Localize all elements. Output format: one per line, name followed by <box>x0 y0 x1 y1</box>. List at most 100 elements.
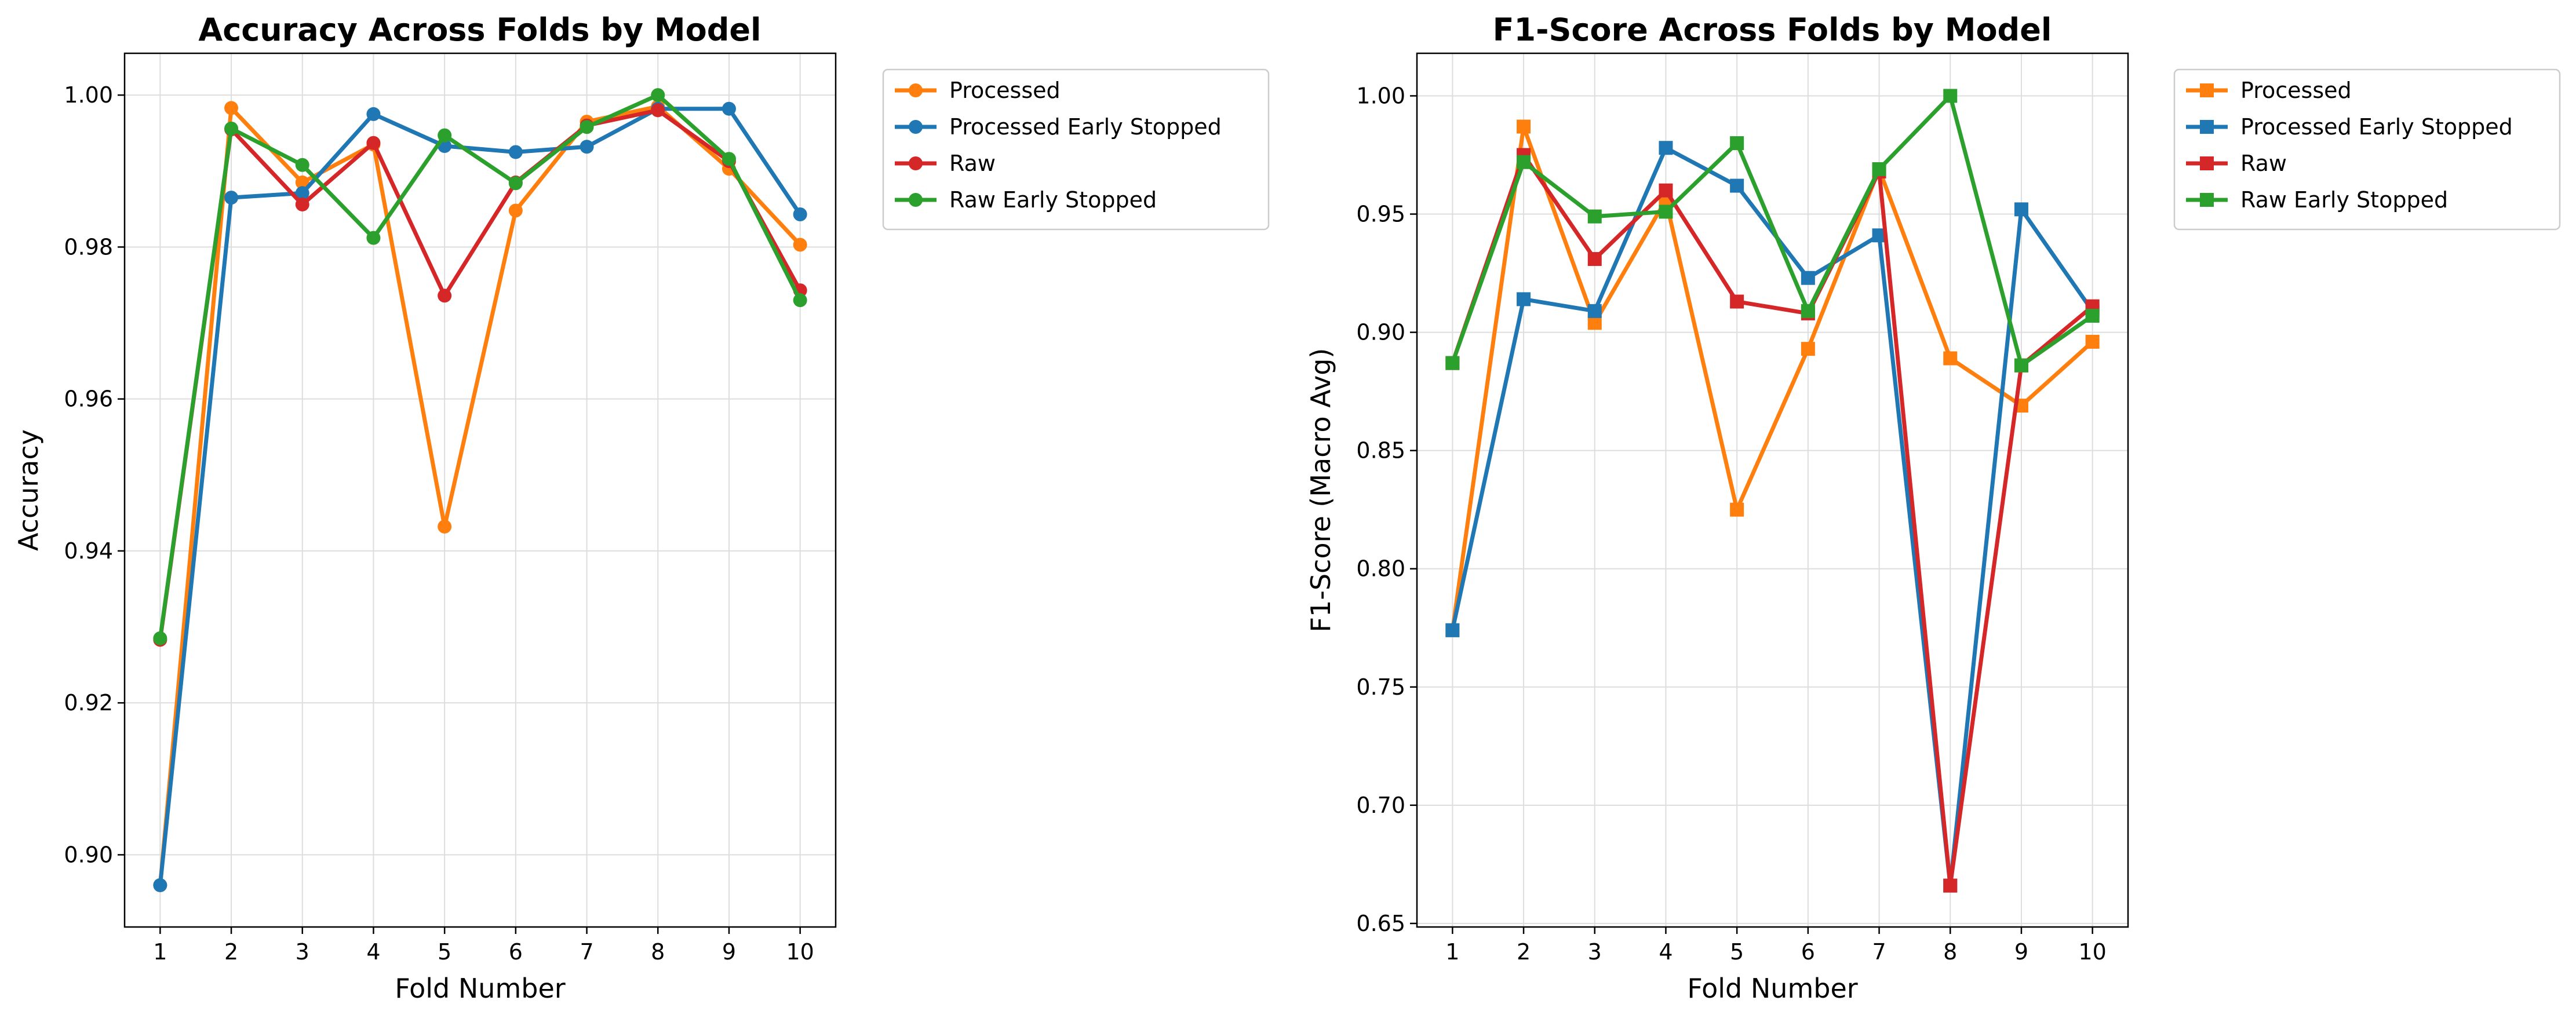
data-point <box>1943 351 1958 366</box>
series-raw-early-stopped <box>153 88 807 645</box>
x-axis-label: Fold Number <box>395 973 565 1004</box>
x-tick-label: 1 <box>1445 939 1459 965</box>
data-point <box>295 197 309 211</box>
legend-item: Processed Early Stopped <box>2186 114 2513 140</box>
x-tick-label: 10 <box>786 939 814 965</box>
data-point <box>438 519 452 534</box>
x-tick-label: 6 <box>509 939 523 965</box>
data-point <box>224 191 239 205</box>
series-raw-early-stopped <box>1445 89 2100 373</box>
data-point <box>793 207 807 221</box>
data-point <box>1801 271 1815 285</box>
x-tick-label: 2 <box>224 939 238 965</box>
data-point <box>508 176 523 191</box>
series-processed <box>153 99 807 892</box>
legend-marker <box>909 156 923 170</box>
legend: Processed Processed Early Stopped Raw Raw E… <box>882 68 1270 231</box>
x-tick-label: 5 <box>438 939 451 965</box>
data-point <box>295 158 309 172</box>
series-line <box>158 93 802 639</box>
data-point <box>2014 358 2028 373</box>
y-axis-label: Accuracy <box>13 429 44 551</box>
y-tick-label: 0.94 <box>64 538 113 564</box>
series-line <box>158 104 802 886</box>
data-point <box>366 107 381 121</box>
series-processed <box>1445 119 2100 637</box>
gridlines <box>1417 53 2128 927</box>
y-tick-label: 0.92 <box>64 690 113 716</box>
data-point <box>1730 178 1744 193</box>
x-tick-label: 4 <box>366 939 380 965</box>
data-point <box>1587 209 1602 224</box>
legend-marker <box>2200 156 2214 170</box>
y-tick-label: 0.65 <box>1356 911 1405 936</box>
y-tick-label: 0.85 <box>1356 438 1405 463</box>
data-point <box>508 145 523 159</box>
x-tick-label: 2 <box>1517 939 1531 965</box>
data-point <box>1587 252 1602 267</box>
legend-label: Raw <box>949 151 996 176</box>
f1-score-chart: 0.65 0.70 0.75 0.80 0.85 0.90 0.95 1.00 1 2 3 4 5 6 7 8… <box>1305 12 2561 1004</box>
y-tick-label: 0.95 <box>1356 202 1405 227</box>
data-point <box>2014 202 2028 217</box>
gridlines <box>125 53 836 927</box>
x-tick-label: 3 <box>296 939 309 965</box>
series-raw <box>1445 148 2100 893</box>
data-point <box>438 128 452 143</box>
x-axis-label: Fold Number <box>1687 973 1857 1004</box>
series-line <box>158 108 802 640</box>
data-point <box>438 289 452 303</box>
data-point <box>295 175 309 189</box>
legend-item: Raw Early Stopped <box>895 187 1157 213</box>
data-point <box>1517 155 1531 169</box>
plot-frame <box>1416 52 2129 928</box>
legend-item: Raw <box>895 151 996 176</box>
series-line <box>1451 93 2094 368</box>
legend-frame <box>2173 68 2561 231</box>
data-point <box>1730 502 1744 517</box>
data-point <box>1659 205 1673 219</box>
data-point <box>508 203 523 218</box>
y-tick-label: 0.96 <box>64 386 113 412</box>
data-point <box>1801 342 1815 356</box>
legend-label: Processed Early Stopped <box>949 114 1222 140</box>
x-tick-label: 5 <box>1730 939 1744 965</box>
data-point <box>1445 623 1460 637</box>
x-tick-label: 7 <box>580 939 593 965</box>
series-processed-early-stopped <box>153 101 807 892</box>
legend-item: Processed Early Stopped <box>895 114 1222 140</box>
data-point <box>1445 356 1460 370</box>
legend-item: Processed <box>2186 78 2352 103</box>
x-tick-label: 4 <box>1659 939 1673 965</box>
y-tick-label: 0.90 <box>1356 320 1405 345</box>
legend-frame <box>882 68 1270 231</box>
y-tick-label: 1.00 <box>1356 83 1405 108</box>
data-point <box>1517 292 1531 306</box>
data-point <box>651 88 665 103</box>
data-point <box>580 120 594 134</box>
data-point <box>366 231 381 245</box>
series-line <box>1451 152 2094 888</box>
legend-label: Raw <box>2240 151 2287 176</box>
data-point <box>722 101 736 116</box>
y-axis-label: F1-Score (Macro Avg) <box>1305 348 1336 633</box>
data-point <box>1943 89 1958 103</box>
y-tick-label: 0.75 <box>1356 674 1405 700</box>
legend-marker <box>2200 83 2214 97</box>
y-tick-label: 0.98 <box>64 234 113 260</box>
data-point <box>1517 119 1531 134</box>
x-tick-label: 10 <box>2078 939 2106 965</box>
legend-marker <box>2200 193 2214 207</box>
x-tick-label: 9 <box>2014 939 2028 965</box>
legend-item: Processed <box>895 78 1061 103</box>
y-tick-label: 1.00 <box>64 82 113 108</box>
data-point <box>224 101 239 115</box>
legend-label: Raw Early Stopped <box>949 187 1157 213</box>
x-tick-label: 8 <box>651 939 665 965</box>
x-tick-label: 9 <box>722 939 736 965</box>
series-line <box>1450 125 2094 631</box>
data-point <box>224 121 239 136</box>
data-point <box>1587 316 1602 330</box>
legend-label: Processed Early Stopped <box>2240 114 2513 140</box>
